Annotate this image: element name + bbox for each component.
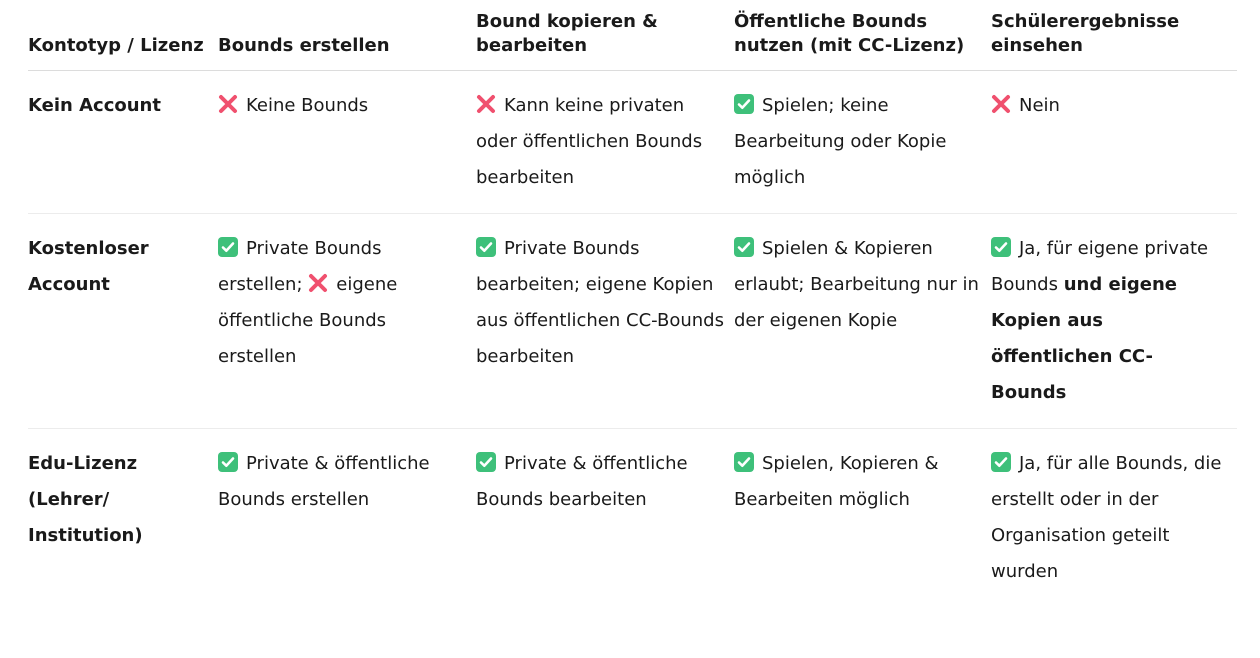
column-header: Kontotyp / Lizenz <box>28 10 218 71</box>
cell-text: Private Bounds bearbeiten; eigene Kopien… <box>476 238 724 367</box>
row-header: Kostenloser Account <box>28 213 218 429</box>
cross-icon <box>476 94 496 114</box>
table-cell: Private & öffentliche Bounds erstellen <box>218 429 476 608</box>
cell-text: Nein <box>1019 95 1060 116</box>
cross-icon <box>308 273 328 293</box>
cross-icon <box>991 94 1011 114</box>
table-cell: Spielen; keine Bearbeitung oder Kopie mö… <box>734 70 991 214</box>
cell-text-bold: und eigene Kopien aus öffentlichen CC-Bo… <box>991 274 1177 403</box>
table-cell: Private & öffentliche Bounds bearbeiten <box>476 429 734 608</box>
header-row: Kontotyp / Lizenz Bounds erstellen Bound k… <box>28 10 1237 71</box>
cell-text: Spielen, Kopieren & Bearbeiten möglich <box>734 453 939 510</box>
cell-text: eigene öffentliche Bounds erstellen <box>218 274 398 367</box>
cell-text: Private & öffentliche Bounds bearbeiten <box>476 453 688 510</box>
cell-text: Ja, für eigene private Bounds <box>991 238 1209 295</box>
cell-text: Ja, für alle Bounds, die erstellt oder i… <box>991 453 1222 582</box>
check-icon <box>218 452 238 472</box>
column-header: Bounds erstellen <box>218 10 476 71</box>
column-header: Schülerergebnisse einsehen <box>991 10 1237 71</box>
table-body: Kein Account Keine Bounds Kann keine priva… <box>28 70 1237 608</box>
check-icon <box>734 94 754 114</box>
table-row: Kostenloser Account Private Bounds erstel… <box>28 213 1237 429</box>
cell-text: Spielen; keine Bearbeitung oder Kopie mö… <box>734 95 947 188</box>
check-icon <box>991 237 1011 257</box>
check-icon <box>476 237 496 257</box>
table-cell: Spielen & Kopieren erlaubt; Bearbeitung … <box>734 213 991 429</box>
table-cell: Private Bounds erstellen; eigene öffentl… <box>218 213 476 429</box>
column-header: Bound kopieren & bearbeiten <box>476 10 734 71</box>
row-header: Kein Account <box>28 70 218 214</box>
table-cell: Private Bounds bearbeiten; eigene Kopien… <box>476 213 734 429</box>
check-icon <box>734 452 754 472</box>
permissions-table: Kontotyp / Lizenz Bounds erstellen Bound k… <box>28 10 1237 607</box>
table-cell: Spielen, Kopieren & Bearbeiten möglich <box>734 429 991 608</box>
check-icon <box>218 237 238 257</box>
cell-text: Private Bounds erstellen; <box>218 238 382 295</box>
table-cell: Kann keine privaten oder öffentlichen Bo… <box>476 70 734 214</box>
table-row: Edu-Lizenz (Lehrer/ Institution) Private … <box>28 429 1237 608</box>
cross-icon <box>218 94 238 114</box>
column-header: Öffentliche Bounds nutzen (mit CC-Lizenz… <box>734 10 991 71</box>
row-header: Edu-Lizenz (Lehrer/ Institution) <box>28 453 143 546</box>
table-row: Kein Account Keine Bounds Kann keine priva… <box>28 70 1237 214</box>
cell-text: Kann keine privaten oder öffentlichen Bo… <box>476 95 703 188</box>
check-icon <box>991 452 1011 472</box>
table-cell: Ja, für eigene private Bounds und eigene… <box>991 213 1237 429</box>
table-cell: Keine Bounds <box>218 70 476 214</box>
cell-text: Private & öffentliche Bounds erstellen <box>218 453 430 510</box>
table-cell: Nein <box>991 70 1237 214</box>
cell-text: Keine Bounds <box>246 95 369 116</box>
check-icon <box>734 237 754 257</box>
cell-text: Spielen & Kopieren erlaubt; Bearbeitung … <box>734 238 979 331</box>
check-icon <box>476 452 496 472</box>
table-cell: Ja, für alle Bounds, die erstellt oder i… <box>991 429 1237 608</box>
